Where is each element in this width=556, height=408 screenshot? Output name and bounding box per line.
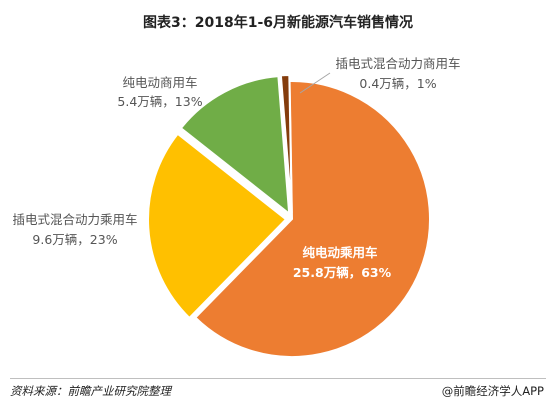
slice-label-name-2: 纯电动商用车 — [122, 75, 197, 90]
slice-label-name-1: 插电式混合动力乘用车 — [12, 212, 137, 227]
leader-line-3 — [299, 72, 331, 94]
slice-label-value-2: 5.4万辆，13% — [117, 94, 202, 109]
pie-slice-3 — [279, 74, 293, 214]
pie-slice-1 — [147, 132, 288, 320]
source-note: 资料来源：前瞻产业研究院整理 — [10, 384, 171, 398]
slice-label-value-0: 25.8万辆，63% — [293, 265, 392, 280]
footer-divider — [10, 378, 546, 379]
slice-label-name-0: 纯电动乘用车 — [302, 245, 378, 260]
chart-title: 图表3：2018年1-6月新能源汽车销售情况 — [143, 14, 413, 31]
credit-note: @前瞻经济学人APP — [441, 384, 544, 398]
slice-label-value-3: 0.4万辆，1% — [359, 76, 436, 91]
slice-label-name-3: 插电式混合动力商用车 — [335, 56, 460, 71]
slice-label-value-1: 9.6万辆，23% — [32, 232, 117, 247]
pie-slice-0 — [193, 80, 431, 358]
pie-slice-2 — [179, 75, 291, 216]
